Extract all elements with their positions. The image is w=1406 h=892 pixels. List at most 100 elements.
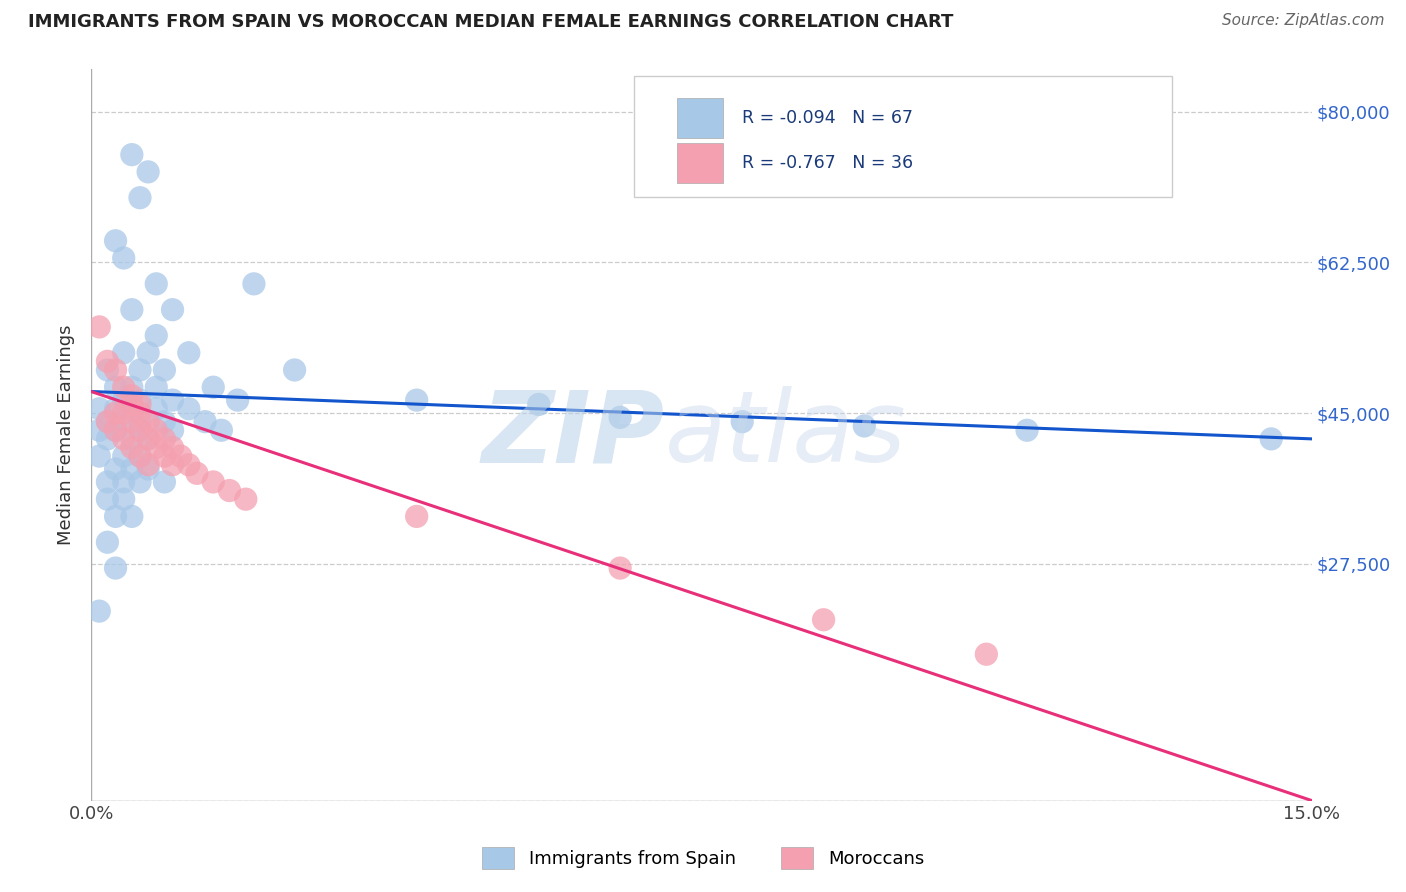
Point xyxy=(177,401,200,416)
Point xyxy=(731,415,754,429)
Point xyxy=(121,509,143,524)
Point xyxy=(104,423,127,437)
Point xyxy=(162,393,184,408)
Point xyxy=(89,423,111,437)
Point xyxy=(129,475,152,489)
Point xyxy=(853,419,876,434)
Point xyxy=(112,380,135,394)
Y-axis label: Median Female Earnings: Median Female Earnings xyxy=(58,325,75,545)
Point xyxy=(284,363,307,377)
Point xyxy=(153,449,176,463)
Point xyxy=(145,277,167,291)
Point xyxy=(112,415,135,429)
Point xyxy=(129,423,152,437)
Point xyxy=(112,449,135,463)
Point xyxy=(129,393,152,408)
FancyBboxPatch shape xyxy=(678,143,724,183)
Text: ZIP: ZIP xyxy=(482,386,665,483)
Point xyxy=(112,432,135,446)
Point xyxy=(136,415,159,429)
FancyBboxPatch shape xyxy=(678,98,724,138)
Point xyxy=(153,363,176,377)
Point xyxy=(89,319,111,334)
Point xyxy=(162,423,184,437)
Point xyxy=(89,604,111,618)
Point xyxy=(405,393,427,408)
Point xyxy=(121,401,143,416)
Point xyxy=(129,423,152,437)
Point xyxy=(129,406,152,420)
Point xyxy=(112,345,135,359)
Point xyxy=(104,380,127,394)
Point xyxy=(186,467,208,481)
Point xyxy=(112,492,135,507)
Point xyxy=(121,380,143,394)
Point xyxy=(136,458,159,472)
Point xyxy=(104,462,127,476)
Point xyxy=(112,393,135,408)
Point xyxy=(96,415,118,429)
Point xyxy=(609,410,631,425)
Point xyxy=(104,401,127,416)
Point xyxy=(153,475,176,489)
Point xyxy=(813,613,835,627)
Point xyxy=(89,449,111,463)
Point xyxy=(129,191,152,205)
Point xyxy=(112,251,135,265)
Point xyxy=(162,302,184,317)
Point xyxy=(121,397,143,411)
Point xyxy=(609,561,631,575)
Point xyxy=(121,441,143,455)
Point xyxy=(104,509,127,524)
Point xyxy=(121,432,143,446)
Text: Source: ZipAtlas.com: Source: ZipAtlas.com xyxy=(1222,13,1385,29)
Text: IMMIGRANTS FROM SPAIN VS MOROCCAN MEDIAN FEMALE EARNINGS CORRELATION CHART: IMMIGRANTS FROM SPAIN VS MOROCCAN MEDIAN… xyxy=(28,13,953,31)
Point xyxy=(129,363,152,377)
Point xyxy=(104,234,127,248)
Point xyxy=(209,423,232,437)
Point xyxy=(121,462,143,476)
Legend: Immigrants from Spain, Moroccans: Immigrants from Spain, Moroccans xyxy=(472,838,934,879)
Point xyxy=(170,449,193,463)
Point xyxy=(89,401,111,416)
Point xyxy=(243,277,266,291)
Point xyxy=(145,328,167,343)
Text: atlas: atlas xyxy=(665,386,907,483)
Point xyxy=(226,393,249,408)
Point xyxy=(194,415,217,429)
Point xyxy=(162,441,184,455)
Point xyxy=(96,432,118,446)
Point xyxy=(112,406,135,420)
Point xyxy=(202,475,225,489)
Point xyxy=(177,345,200,359)
FancyBboxPatch shape xyxy=(634,76,1171,196)
Point xyxy=(145,423,167,437)
Text: R = -0.094   N = 67: R = -0.094 N = 67 xyxy=(742,109,912,128)
Point xyxy=(145,380,167,394)
Point xyxy=(177,458,200,472)
Point xyxy=(96,475,118,489)
Point xyxy=(104,363,127,377)
Point xyxy=(153,415,176,429)
Text: R = -0.767   N = 36: R = -0.767 N = 36 xyxy=(742,153,912,172)
Point xyxy=(1260,432,1282,446)
Point xyxy=(218,483,240,498)
Point xyxy=(405,509,427,524)
Point xyxy=(121,302,143,317)
Point xyxy=(145,441,167,455)
Point xyxy=(129,449,152,463)
Point xyxy=(129,449,152,463)
Point xyxy=(162,458,184,472)
Point xyxy=(96,363,118,377)
Point xyxy=(96,415,118,429)
Point xyxy=(136,432,159,446)
Point xyxy=(104,423,127,437)
Point xyxy=(527,397,550,411)
Point xyxy=(202,380,225,394)
Point xyxy=(136,165,159,179)
Point xyxy=(96,535,118,549)
Point xyxy=(976,647,998,661)
Point xyxy=(121,415,143,429)
Point xyxy=(1015,423,1038,437)
Point xyxy=(235,492,257,507)
